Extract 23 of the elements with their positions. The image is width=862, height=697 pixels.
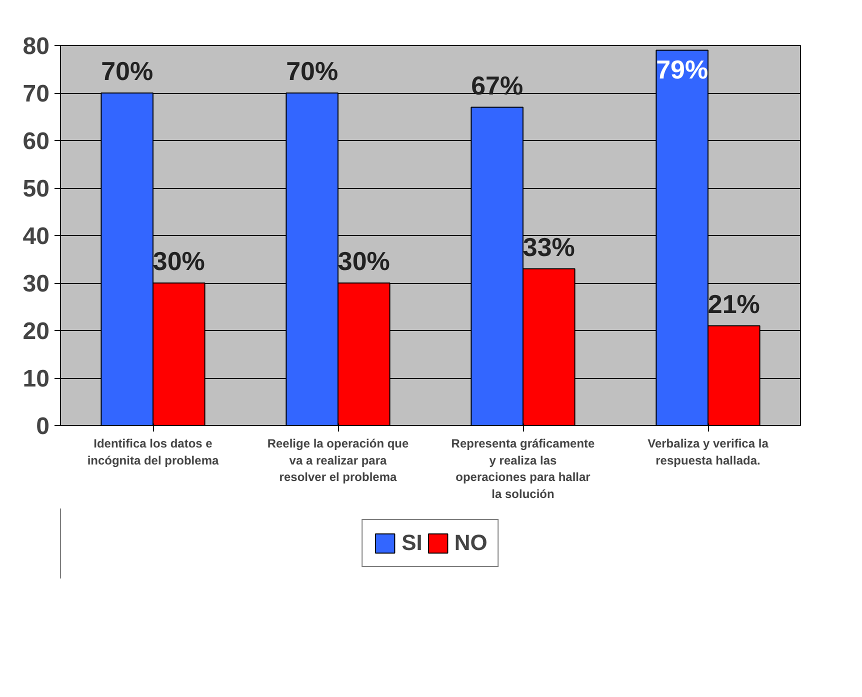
- data-label: 70%: [101, 56, 154, 86]
- x-tick-label: Verbaliza y verifica la respuesta hallada.: [648, 436, 769, 468]
- data-label: 79%: [656, 54, 708, 84]
- data-label: 67%: [471, 70, 524, 100]
- y-tick-label: 20: [22, 318, 50, 345]
- legend-label: NO: [454, 530, 488, 556]
- y-tick-label: 80: [22, 33, 50, 60]
- x-tick-label: Reelige la operación que va a realizar para resolver el problema: [267, 436, 410, 484]
- y-tick-label: 70: [22, 80, 50, 108]
- y-tick-label: 50: [22, 176, 50, 202]
- data-label: 30%: [152, 246, 205, 276]
- data-label: 33%: [522, 232, 575, 262]
- y-tick-label: 0: [36, 413, 50, 440]
- y-tick-label: 30: [22, 270, 50, 298]
- data-label: 30%: [338, 246, 390, 276]
- y-tick-label: 40: [22, 223, 50, 250]
- y-tick-label: 60: [22, 128, 50, 155]
- legend-label: SI: [402, 530, 422, 556]
- y-tick-label: 10: [22, 366, 50, 392]
- data-label: 70%: [286, 56, 338, 86]
- data-label: 21%: [708, 288, 760, 319]
- x-tick-label: Identifica los datos e incógnita del problema: [87, 436, 219, 468]
- x-tick-label: Representa gráficamente y realiza las operaciones para hallar la solución: [451, 436, 596, 501]
